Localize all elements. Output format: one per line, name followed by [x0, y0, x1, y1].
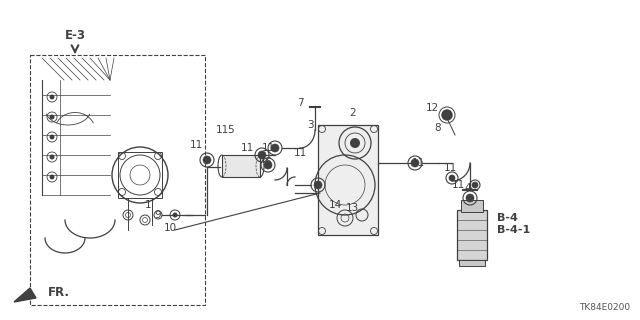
Text: 3: 3: [307, 120, 314, 130]
Circle shape: [314, 181, 322, 189]
Circle shape: [350, 138, 360, 148]
Circle shape: [49, 115, 54, 119]
Bar: [222, 155, 260, 177]
Circle shape: [411, 159, 419, 167]
Text: 6: 6: [265, 157, 271, 167]
Circle shape: [264, 161, 272, 169]
Circle shape: [49, 134, 54, 140]
Text: 5: 5: [228, 125, 234, 135]
Text: E-3: E-3: [65, 28, 86, 42]
Bar: [30, 55, 205, 305]
Circle shape: [49, 94, 54, 100]
Text: 13: 13: [346, 203, 358, 213]
Text: 11: 11: [189, 140, 203, 150]
Text: 4: 4: [465, 183, 471, 193]
Bar: [118, 152, 162, 198]
Text: 11: 11: [444, 163, 456, 173]
Text: FR.: FR.: [48, 286, 70, 300]
Text: 11: 11: [261, 143, 275, 153]
Text: 11: 11: [241, 143, 253, 153]
Bar: [459, 260, 485, 266]
Bar: [318, 125, 378, 235]
Text: 10: 10: [163, 223, 177, 233]
Text: 11: 11: [293, 148, 307, 158]
Text: B-4-1: B-4-1: [497, 225, 531, 235]
Circle shape: [49, 174, 54, 180]
Text: 11: 11: [451, 180, 465, 190]
Bar: [461, 200, 483, 212]
Text: 11: 11: [412, 158, 424, 168]
Circle shape: [271, 144, 279, 152]
Bar: [457, 210, 487, 260]
Circle shape: [466, 194, 474, 202]
Text: 14: 14: [328, 200, 342, 210]
Polygon shape: [14, 288, 36, 302]
Circle shape: [49, 155, 54, 159]
Circle shape: [173, 212, 177, 218]
Circle shape: [258, 151, 266, 159]
Text: 7: 7: [297, 98, 303, 108]
Circle shape: [472, 182, 478, 188]
Text: 8: 8: [435, 123, 442, 133]
Text: 11: 11: [216, 125, 228, 135]
Circle shape: [442, 110, 452, 120]
Text: 1: 1: [145, 200, 151, 210]
Text: TK84E0200: TK84E0200: [579, 303, 630, 313]
Text: 12: 12: [426, 103, 438, 113]
Circle shape: [203, 156, 211, 164]
Text: B-4: B-4: [497, 213, 518, 223]
Text: 2: 2: [349, 108, 356, 118]
Text: 9: 9: [155, 210, 161, 220]
Circle shape: [449, 175, 455, 181]
